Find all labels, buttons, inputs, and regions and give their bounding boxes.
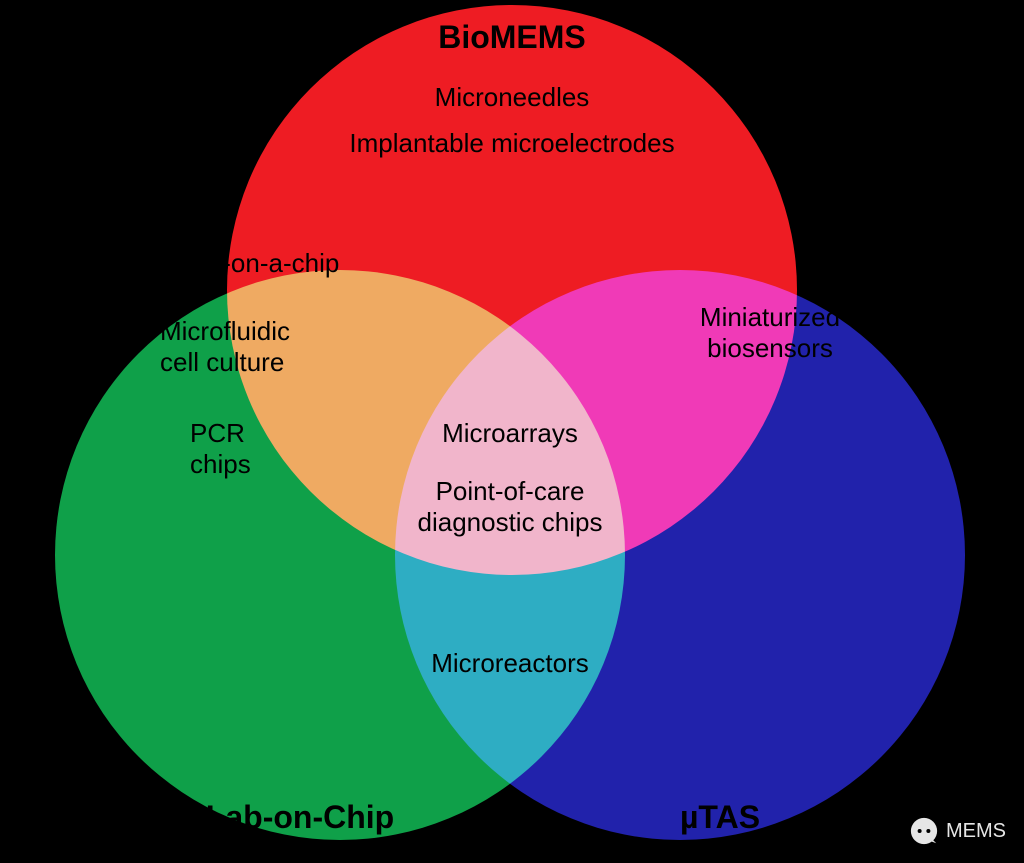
label-miniaturized-biosensors: Miniaturized biosensors [640, 302, 900, 364]
title-biomems: BioMEMS [0, 18, 1024, 56]
label-implantable: Implantable microelectrodes [0, 128, 1024, 159]
label-organ-on-a-chip: Organ-on-a-chip [150, 248, 450, 279]
label-microarrays: Microarrays [360, 418, 660, 449]
label-microreactors: Microreactors [360, 648, 660, 679]
venn-diagram: BioMEMS Lab-on-Chip µTAS Microneedles Im… [0, 0, 1024, 863]
watermark-text: MEMS [946, 820, 1006, 843]
title-utas: µTAS [610, 798, 830, 836]
label-point-of-care: Point-of-care diagnostic chips [360, 476, 660, 538]
watermark: MEMS [910, 817, 1006, 845]
label-microneedles: Microneedles [0, 82, 1024, 113]
title-labonchip: Lab-on-Chip [150, 798, 450, 836]
chat-bubble-icon [910, 817, 938, 845]
label-microfluidic-cell-culture: Microfluidic cell culture [160, 316, 420, 378]
